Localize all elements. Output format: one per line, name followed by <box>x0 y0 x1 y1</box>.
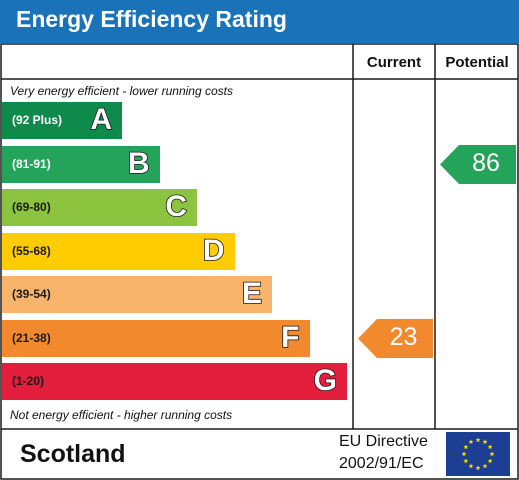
top-caption: Very energy efficient - lower running co… <box>10 84 233 98</box>
flag-star <box>482 439 488 444</box>
flag-star <box>468 463 474 469</box>
potential-rating-arrow-value: 86 <box>472 148 500 177</box>
current-column-header: Current <box>366 54 422 71</box>
band-range-label: (39-54) <box>12 287 51 301</box>
flag-star <box>475 465 481 471</box>
band-letter: D <box>202 233 225 268</box>
band-letter: C <box>165 189 188 224</box>
band-letter: B <box>127 146 150 181</box>
band-e: (39-54) E <box>2 276 272 313</box>
band-letter: F <box>280 320 300 355</box>
band-f: (21-38) F <box>2 319 310 357</box>
band-range-label: (55-68) <box>12 243 51 258</box>
flag-star <box>461 451 467 457</box>
current-rating-arrow-value: 23 <box>389 322 418 351</box>
band-letter: A <box>90 102 113 137</box>
band-range-label: (92 Plus) <box>12 113 63 127</box>
flag-star <box>463 444 469 450</box>
flag-star <box>487 444 493 450</box>
current-rating-arrow: 23 <box>358 318 433 358</box>
potential-rating-arrow: 86 <box>440 144 516 184</box>
directive-line-1: EU Directive <box>339 433 428 450</box>
band-b: (81-91) B <box>2 145 160 183</box>
flag-star <box>463 458 469 464</box>
flag-star <box>482 463 488 469</box>
band-range-label: (21-38) <box>12 330 51 345</box>
band-range-label: (69-80) <box>12 200 51 214</box>
flag-star <box>487 458 493 464</box>
flag-star <box>468 439 474 444</box>
band-a: (92 Plus) A <box>2 102 122 139</box>
outer-border <box>0 43 519 480</box>
flag-star <box>489 451 495 457</box>
band-c: (69-80) C <box>2 189 197 226</box>
band-range-label: (81-91) <box>12 156 51 171</box>
band-g: (1-20) G <box>2 363 347 400</box>
band-d: (55-68) D <box>2 232 235 270</box>
flag-star <box>475 437 481 443</box>
bottom-caption: Not energy efficient - higher running co… <box>10 408 233 422</box>
directive-line-2: 2002/91/EC <box>339 455 424 472</box>
potential-column-header: Potential <box>445 54 509 71</box>
region-label: Scotland <box>20 440 126 468</box>
band-letter: E <box>241 276 263 311</box>
band-letter: G <box>313 363 338 398</box>
header-bar: Energy Efficiency Rating <box>0 0 519 43</box>
band-range-label: (1-20) <box>12 374 45 388</box>
eu-flag-icon <box>446 432 510 476</box>
chart-title: Energy Efficiency Rating <box>16 6 287 32</box>
